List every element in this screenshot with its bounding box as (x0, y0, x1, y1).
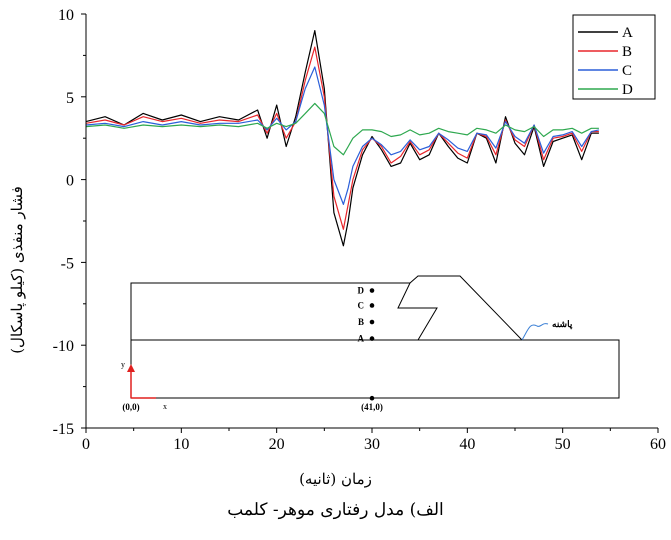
inset-point-1 (370, 288, 375, 293)
inset-point-3 (370, 320, 375, 325)
y-tick-label-0: 10 (58, 7, 74, 24)
y-tick-label-3: -5 (61, 255, 74, 272)
inset-point-label-2: C (358, 300, 365, 310)
x-axis-title: زمان (ثانیه) (0, 470, 671, 488)
legend-box (573, 15, 655, 99)
legend-label-a: A (622, 25, 633, 41)
x-tick-label-0: 0 (82, 436, 90, 453)
series-line-c (86, 67, 599, 204)
inset-point-label-3: B (358, 317, 364, 327)
legend-label-c: C (622, 63, 632, 79)
inset-background (131, 340, 619, 398)
x-tick-label-2: 20 (269, 436, 285, 453)
x-tick-label-6: 60 (650, 436, 666, 453)
inset-annotation-leader (522, 324, 548, 340)
y-tick-label-5: -15 (53, 421, 74, 438)
figure-caption: الف) مدل رفتاری موهر- کلمب (0, 500, 671, 520)
inset-point-2 (370, 303, 375, 308)
inset-y-axis-label: y (121, 360, 125, 369)
inset-point-label-4: A (358, 334, 365, 344)
x-tick-label-3: 30 (364, 436, 380, 453)
y-tick-label-2: 0 (66, 173, 74, 190)
series-line-a (86, 31, 599, 246)
x-tick-label-4: 40 (459, 436, 475, 453)
x-tick-label-5: 50 (555, 436, 571, 453)
inset-background-upper (131, 276, 522, 340)
legend-label-b: B (622, 44, 632, 60)
series-lines (86, 31, 599, 246)
inset-point-label-5: (41,0) (361, 402, 383, 412)
series-line-d (86, 103, 599, 154)
inset-origin-label: (0,0) (122, 402, 139, 412)
inset-point-label-1: D (358, 286, 365, 296)
y-tick-label-1: 5 (66, 90, 74, 107)
inset-point-4 (370, 336, 375, 341)
legend-label-d: D (622, 82, 633, 98)
y-tick-label-4: -10 (53, 338, 74, 355)
inset-x-axis-label: x (163, 402, 167, 411)
inset-point-5 (370, 396, 375, 401)
inset-annotation: پاشنه (552, 319, 573, 330)
y-axis-title: فشار منفذی (کیلو پاسکال) (8, 120, 28, 420)
x-tick-label-1: 10 (173, 436, 189, 453)
